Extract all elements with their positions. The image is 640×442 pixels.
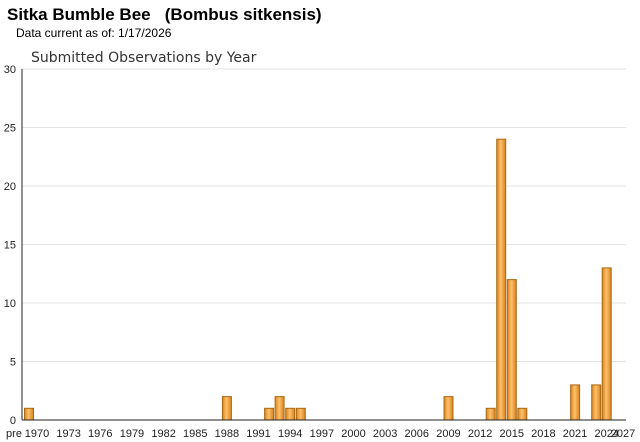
x-tick-label-2018: 2018 [531, 428, 555, 440]
bar-2024 [601, 267, 612, 421]
bar-1994 [285, 407, 296, 421]
x-tick-label-1976: 1976 [88, 428, 112, 440]
x-tick-label-1970: 1970 [25, 428, 49, 440]
bar-pre [24, 407, 34, 421]
bars [24, 138, 612, 421]
x-tick-label-1985: 1985 [183, 428, 207, 440]
y-tick-label-10: 10 [4, 298, 16, 310]
tick-labels: 0 5 10 15 20 25 30 pre 1970 1973 1976 1979 1982 1985 1… [4, 64, 635, 440]
bar-1993 [274, 396, 285, 421]
x-tick-label-2021: 2021 [563, 428, 587, 440]
x-tick-label-1988: 1988 [215, 428, 239, 440]
page-title: Sitka Bumble Bee (Bombus sitkensis) [7, 5, 322, 24]
x-tick-label-2024: 2024 [594, 428, 618, 440]
x-tick-label-2027: 2027 [611, 428, 635, 440]
bar-2013 [485, 407, 496, 421]
bar-2016 [517, 407, 528, 421]
x-tick-label-1991: 1991 [246, 428, 270, 440]
x-tick-label-2012: 2012 [468, 428, 492, 440]
axes [21, 69, 626, 421]
y-tick-label-25: 25 [4, 123, 16, 135]
x-tick-label-2000: 2000 [341, 428, 365, 440]
x-tick-label-1979: 1979 [120, 428, 144, 440]
y-tick-label-5: 5 [10, 357, 16, 369]
x-tick-label-2009: 2009 [436, 428, 460, 440]
chart-title: Submitted Observations by Year [31, 50, 257, 66]
x-tick-label-2006: 2006 [405, 428, 429, 440]
bar-1988 [221, 396, 232, 421]
y-tick-label-20: 20 [4, 181, 16, 193]
bar-1992 [264, 407, 275, 421]
y-tick-label-30: 30 [4, 64, 16, 76]
bar-2021 [570, 384, 581, 421]
x-tick-label-pre: pre [6, 428, 22, 440]
x-tick-label-2003: 2003 [373, 428, 397, 440]
y-tick-label-0: 0 [10, 415, 16, 427]
bar-1995 [295, 407, 306, 421]
data-current-date: Data current as of: 1/17/2026 [16, 26, 172, 40]
y-tick-label-15: 15 [4, 240, 16, 252]
bar-2014 [496, 138, 507, 421]
x-tick-label-1973: 1973 [56, 428, 80, 440]
bar-2023 [591, 384, 602, 421]
bar-2009 [443, 396, 454, 421]
x-tick-label-1994: 1994 [278, 428, 302, 440]
grid-lines [22, 68, 626, 362]
bar-2015 [506, 279, 517, 421]
x-tick-label-1997: 1997 [310, 428, 334, 440]
x-tick-label-1982: 1982 [151, 428, 175, 440]
x-tick-label-2015: 2015 [500, 428, 524, 440]
